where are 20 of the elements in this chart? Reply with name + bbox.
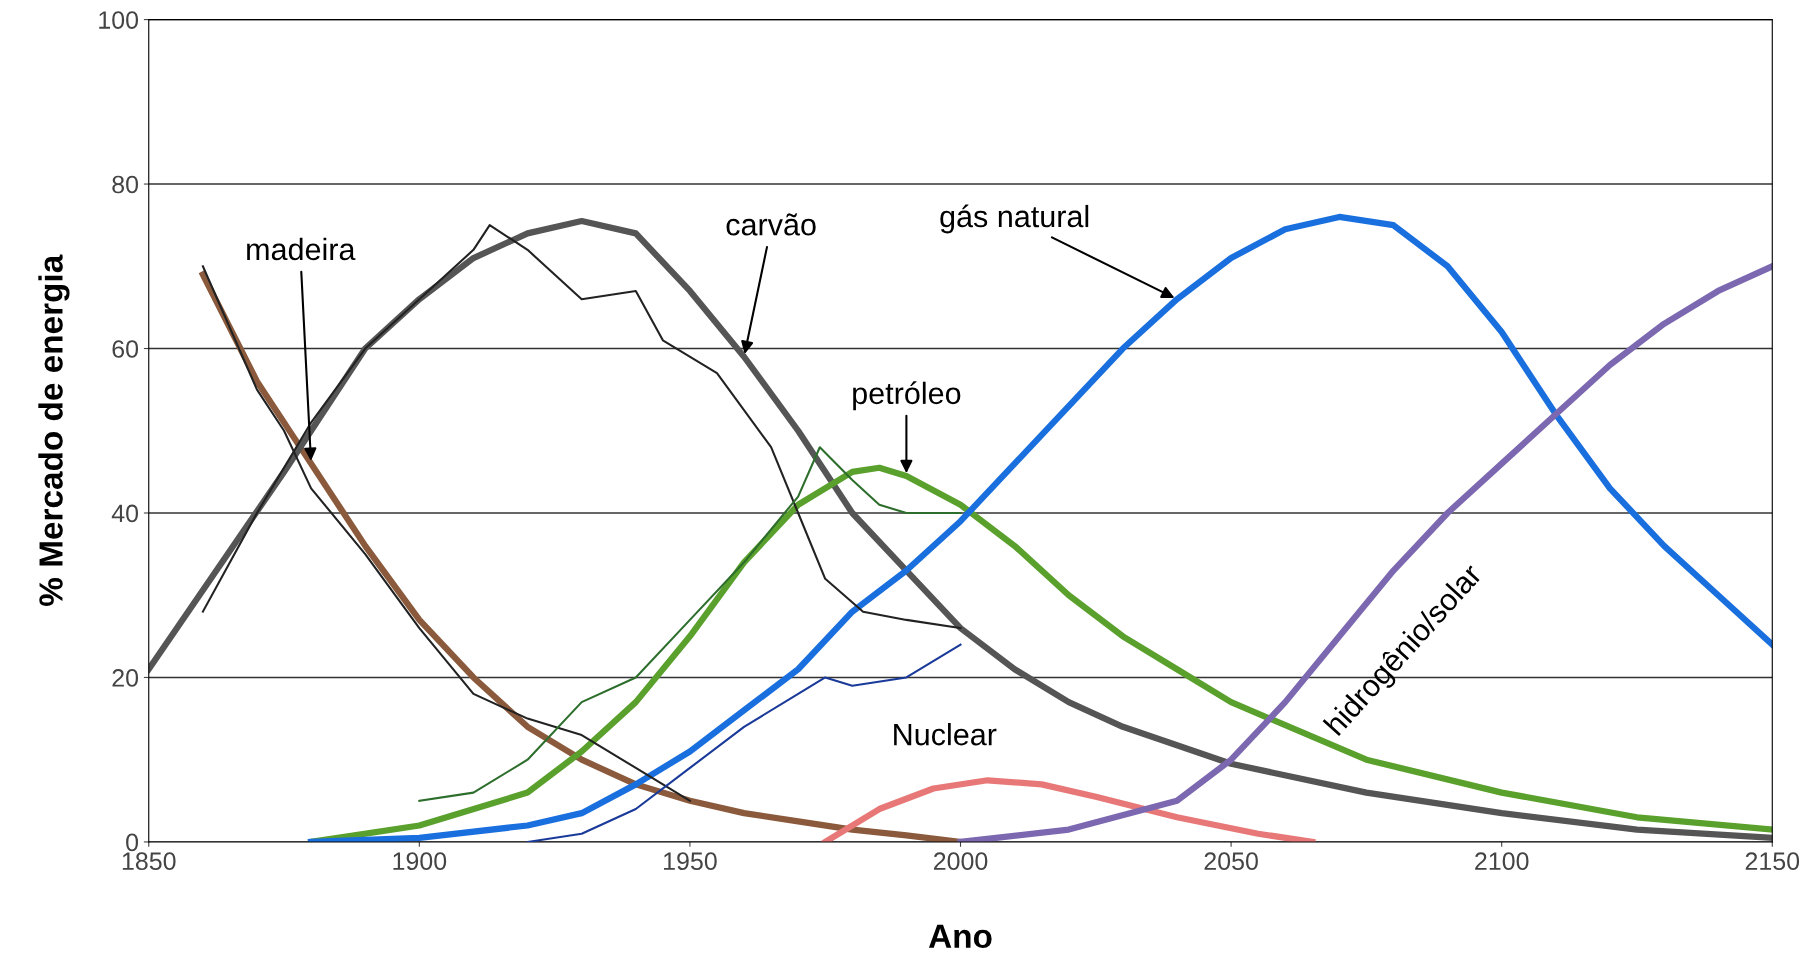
y-axis-title: % Mercado de energia <box>38 254 70 606</box>
annotation: carvão <box>726 213 816 236</box>
y-tick-label: 80 <box>112 175 139 194</box>
y-tick-label: 0 <box>126 833 139 852</box>
x-tick-label: 2050 <box>1204 852 1258 871</box>
x-tick-label: 2000 <box>933 852 988 871</box>
annotation: petróleo <box>853 381 961 411</box>
x-tick-label: 1900 <box>393 852 447 871</box>
y-tick-label: 60 <box>112 340 139 358</box>
x-tick-label: 1950 <box>664 852 717 871</box>
annotation: gás natural <box>940 204 1089 234</box>
y-tick-label: 40 <box>111 504 139 523</box>
x-axis-title: Ano <box>928 924 992 949</box>
annotation: Nuclear <box>894 723 997 746</box>
x-tick-label: 1850 <box>122 852 176 871</box>
x-tick-label: 2150 <box>1745 852 1800 871</box>
y-tick-label: 100 <box>99 11 139 29</box>
annotation: madeira <box>247 237 356 261</box>
y-tick-label: 20 <box>112 669 139 687</box>
x-tick-label: 2100 <box>1475 852 1529 871</box>
